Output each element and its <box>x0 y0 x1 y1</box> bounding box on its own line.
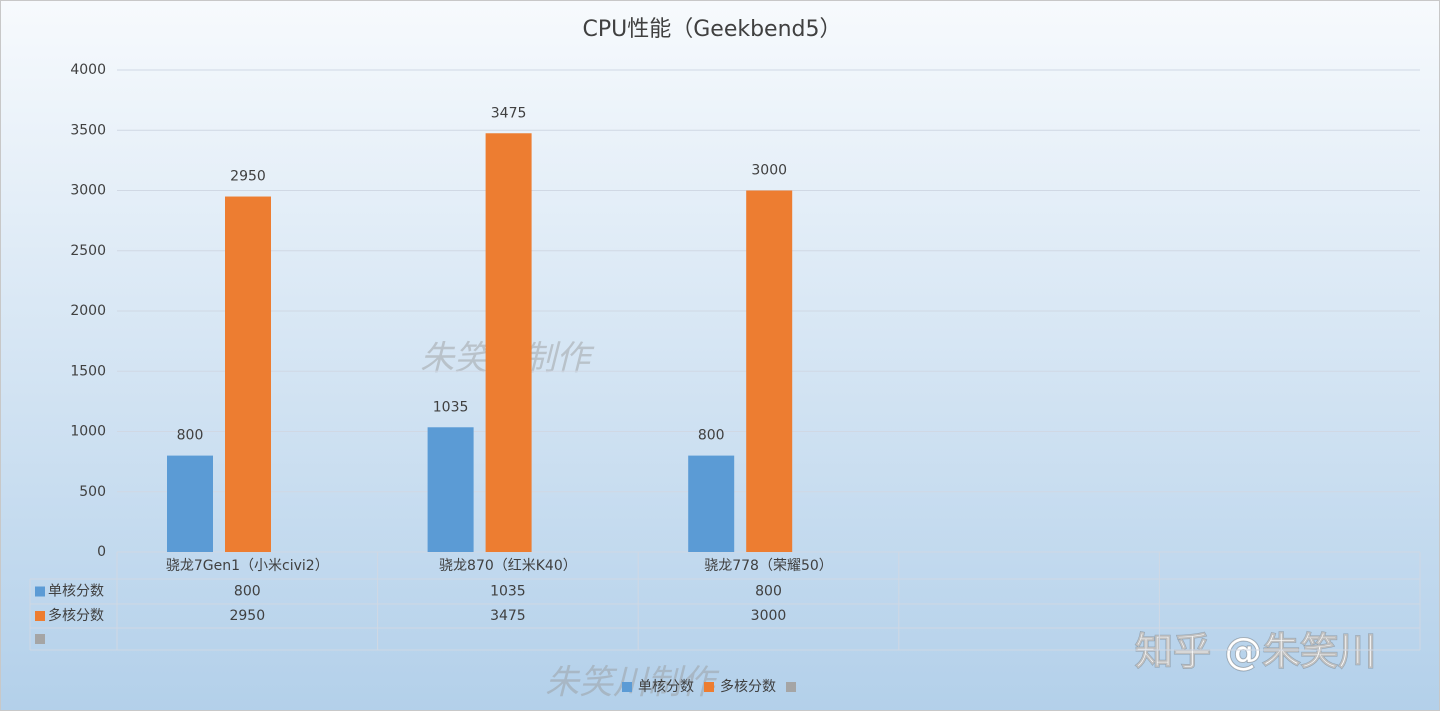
y-tick-label: 1500 <box>70 363 106 379</box>
y-tick-label: 2500 <box>70 243 106 259</box>
table-legend-key <box>35 634 45 644</box>
chart-title: CPU性能（Geekbend5） <box>583 17 842 42</box>
data-label: 800 <box>177 428 204 444</box>
data-label: 3475 <box>491 105 527 121</box>
y-tick-label: 3500 <box>70 122 106 138</box>
data-label: 800 <box>698 428 725 444</box>
table-cell: 2950 <box>229 608 265 624</box>
bar <box>167 455 213 552</box>
y-tick-label: 2000 <box>70 303 106 319</box>
table-cell: 3000 <box>751 608 787 624</box>
y-tick-label: 1000 <box>70 424 106 440</box>
data-label: 1035 <box>433 399 469 415</box>
y-tick-label: 0 <box>97 544 106 560</box>
table-legend-key <box>35 586 45 597</box>
legend-key <box>622 682 632 692</box>
x-tick-label: 骁龙870（红米K40） <box>439 558 577 574</box>
bar <box>746 190 793 552</box>
watermark: 朱笑川制作 <box>545 663 720 703</box>
table-cell: 800 <box>755 584 782 600</box>
x-tick-label: 骁龙7Gen1（小米civi2） <box>166 558 329 574</box>
table-row-label: 多核分数 <box>48 607 104 624</box>
table-cell: 3475 <box>490 608 526 624</box>
bar <box>485 133 532 552</box>
bar <box>688 455 735 552</box>
y-tick-label: 3000 <box>70 183 106 199</box>
table-row-label: 单核分数 <box>48 584 104 600</box>
table-cell: 1035 <box>490 584 526 600</box>
y-tick-label: 500 <box>79 484 106 500</box>
legend-label: 多核分数 <box>720 678 776 695</box>
table-cell: 800 <box>234 584 261 600</box>
table-legend-key <box>35 611 45 621</box>
legend-key <box>704 682 714 692</box>
data-label: 2950 <box>230 169 266 185</box>
bar <box>427 427 474 552</box>
data-label: 3000 <box>751 163 787 179</box>
watermark: 知乎 @朱笑川 <box>1135 630 1376 674</box>
bar <box>225 196 271 552</box>
legend-label: 单核分数 <box>638 679 694 695</box>
legend-key <box>786 682 796 692</box>
x-tick-label: 骁龙778（荣耀50） <box>704 558 833 574</box>
y-tick-label: 4000 <box>70 62 106 78</box>
